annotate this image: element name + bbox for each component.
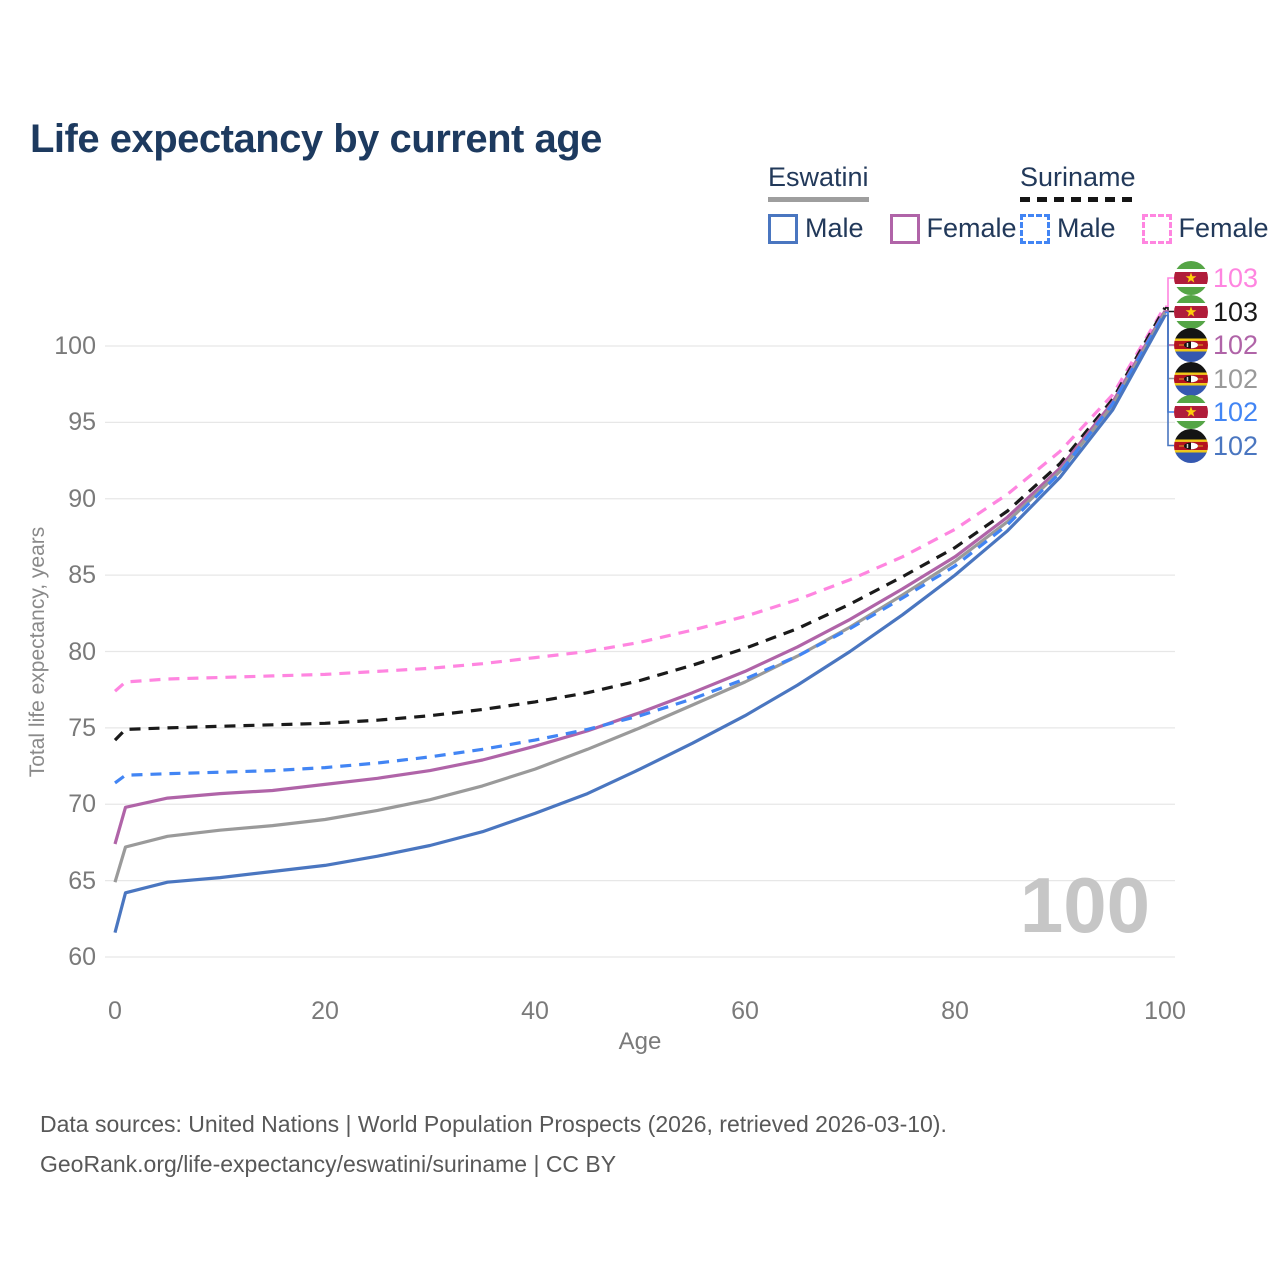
suriname-female-swatch-icon [1141,213,1172,244]
line-suriname-total[interactable] [113,307,1167,742]
x-tick-80: 80 [941,997,969,1025]
eswatini-female-swatch-icon [889,213,920,244]
end-label-connector-suriname-female [1165,277,1174,308]
legend-country-eswatini: Eswatini [768,162,869,202]
y-tick-90: 90 [68,484,96,513]
page-title: Life expectancy by current age [30,116,602,161]
x-tick-100: 100 [1144,997,1186,1025]
eswatini-flag-icon [1174,328,1208,362]
x-tick-40: 40 [521,997,549,1025]
end-value-suriname-female: 103 [1213,263,1259,293]
x-tick-60: 60 [731,997,759,1025]
line-eswatini-female[interactable] [113,310,1167,845]
end-value-eswatini-total: 102 [1213,363,1259,394]
end-value-suriname-male: 102 [1213,397,1259,427]
y-tick-100: 100 [54,332,96,360]
line-eswatini-male[interactable] [113,314,1167,934]
legend-country-label: Eswatini [768,162,869,192]
x-tick-0: 0 [108,997,122,1025]
suriname-line-style-sample [1020,197,1136,202]
age-watermark: 100 [1019,861,1150,949]
eswatini-flag-icon [1174,428,1208,463]
y-tick-75: 75 [68,713,96,742]
end-value-eswatini-female: 102 [1213,330,1259,360]
footer-sources-line: Data sources: United Nations | World Pop… [40,1111,947,1137]
legend-item-label: Male [1057,213,1116,243]
end-value-suriname-total: 103 [1213,296,1259,327]
eswatini-line-style-sample [768,197,869,202]
line-eswatini-total[interactable] [113,311,1167,883]
end-label-connector-suriname-male [1165,311,1174,413]
suriname-male-swatch-icon [1020,213,1050,244]
footer: Data sources: United Nations | World Pop… [40,1104,947,1184]
legend-item-eswatini-female[interactable]: Female [889,213,1017,244]
legend-country-suriname: Suriname [1020,162,1136,202]
footer-attribution-line: GeoRank.org/life-expectancy/eswatini/sur… [40,1151,617,1177]
suriname-flag-icon [1174,395,1208,429]
legend-group-eswatini: Eswatini Male Female [768,162,1017,244]
eswatini-male-swatch-icon [768,213,798,244]
legend-group-suriname: Suriname Male Female [1020,162,1269,244]
y-tick-60: 60 [68,943,96,971]
y-tick-65: 65 [68,866,96,895]
end-label-connector-eswatini-male [1165,314,1174,447]
y-tick-70: 70 [68,790,96,819]
y-tick-80: 80 [68,637,96,666]
end-value-eswatini-male: 102 [1213,430,1259,461]
x-tick-20: 20 [311,997,339,1025]
suriname-flag-icon [1174,261,1208,295]
legend-item-label: Female [926,213,1017,243]
line-suriname-male[interactable] [114,311,1167,785]
y-tick-85: 85 [68,561,96,590]
x-axis-title: Age [618,1028,662,1055]
eswatini-flag-icon [1174,361,1208,396]
legend-item-label: Female [1178,213,1269,243]
legend-item-label: Male [805,213,864,243]
line-suriname-female[interactable] [113,305,1167,693]
legend-item-suriname-male[interactable]: Male [1020,213,1116,244]
legend-item-suriname-female[interactable]: Female [1141,213,1269,244]
y-tick-95: 95 [68,408,96,437]
end-label-connector-suriname-total [1165,307,1174,313]
legend-item-eswatini-male[interactable]: Male [768,213,864,244]
legend-country-label: Suriname [1020,162,1136,192]
suriname-flag-icon [1174,294,1208,329]
